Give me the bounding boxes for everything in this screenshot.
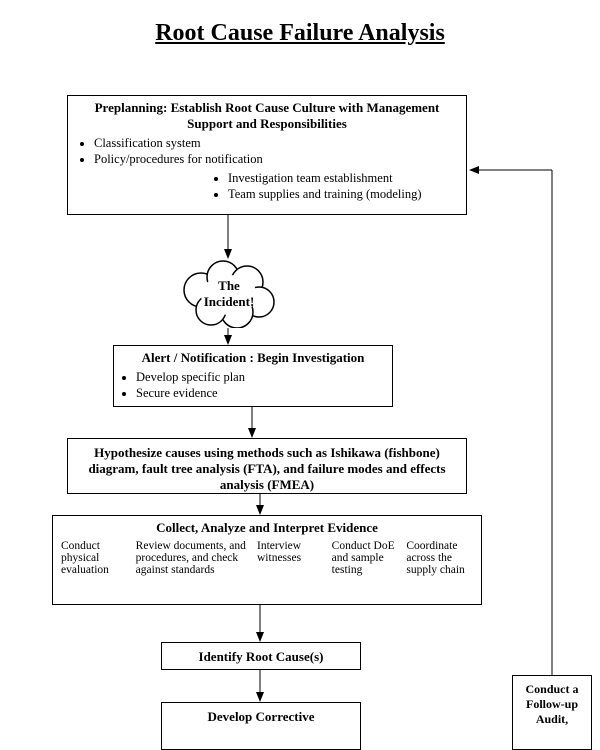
- node-alert-list: Develop specific plan Secure evidence: [114, 370, 392, 401]
- list-item: Investigation team establishment: [228, 171, 466, 186]
- page-title: Root Cause Failure Analysis: [0, 20, 600, 47]
- list-item: Classification system: [94, 136, 466, 151]
- node-preplanning: Preplanning: Establish Root Cause Cultur…: [67, 95, 467, 215]
- list-item: Policy/procedures for notification: [94, 152, 466, 167]
- list-item: Develop specific plan: [136, 370, 392, 385]
- node-preplanning-title: Preplanning: Establish Root Cause Cultur…: [68, 96, 466, 134]
- collect-col: Coordinate across the supply chain: [406, 540, 473, 576]
- followup-text2: Follow-up: [515, 697, 589, 712]
- list-item: Team supplies and training (modeling): [228, 187, 466, 202]
- incident-text1: The: [218, 278, 240, 294]
- node-develop-text: Develop Corrective: [162, 703, 360, 731]
- node-alert: Alert / Notification : Begin Investigati…: [113, 345, 393, 407]
- list-item: Secure evidence: [136, 386, 392, 401]
- node-preplanning-list2: Investigation team establishment Team su…: [68, 171, 466, 202]
- node-collect: Collect, Analyze and Interpret Evidence …: [52, 515, 482, 605]
- collect-col: Interview witnesses: [257, 540, 324, 576]
- node-collect-title: Collect, Analyze and Interpret Evidence: [53, 516, 481, 538]
- node-collect-columns: Conduct physical evaluation Review docum…: [53, 538, 481, 582]
- followup-text1: Conduct a: [515, 682, 589, 697]
- node-preplanning-list1: Classification system Policy/procedures …: [68, 136, 466, 167]
- incident-text2: Incident!: [204, 294, 255, 310]
- collect-col: Conduct DoE and sample testing: [332, 540, 399, 576]
- collect-col: Review documents, and procedures, and ch…: [136, 540, 249, 576]
- node-identify-text: Identify Root Cause(s): [162, 643, 360, 671]
- node-hypothesize-text: Hypothesize causes using methods such as…: [68, 439, 466, 499]
- followup-text3: Audit,: [515, 712, 589, 727]
- node-hypothesize: Hypothesize causes using methods such as…: [67, 438, 467, 494]
- node-identify: Identify Root Cause(s): [161, 642, 361, 670]
- node-followup: Conduct a Follow-up Audit,: [512, 675, 592, 750]
- collect-col: Conduct physical evaluation: [61, 540, 128, 576]
- node-develop: Develop Corrective: [161, 702, 361, 750]
- node-incident: The Incident!: [179, 260, 279, 328]
- node-alert-title: Alert / Notification : Begin Investigati…: [114, 346, 392, 368]
